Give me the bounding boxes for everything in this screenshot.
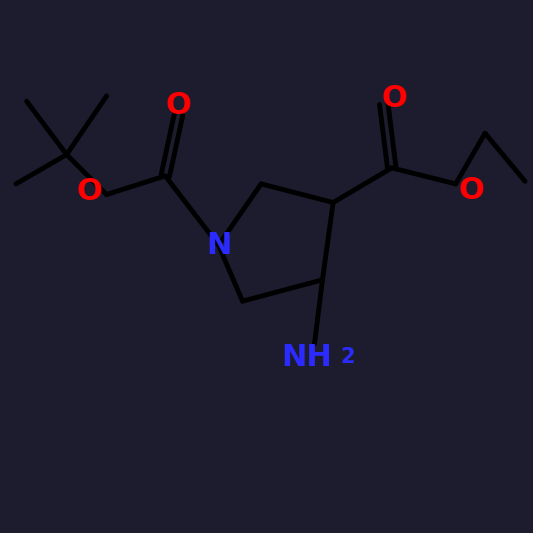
Text: 2: 2	[340, 347, 355, 367]
Text: N: N	[206, 231, 231, 260]
Text: NH: NH	[281, 343, 332, 372]
Text: O: O	[77, 177, 102, 206]
Text: O: O	[382, 84, 407, 113]
Text: O: O	[166, 91, 191, 119]
Text: O: O	[459, 176, 484, 205]
